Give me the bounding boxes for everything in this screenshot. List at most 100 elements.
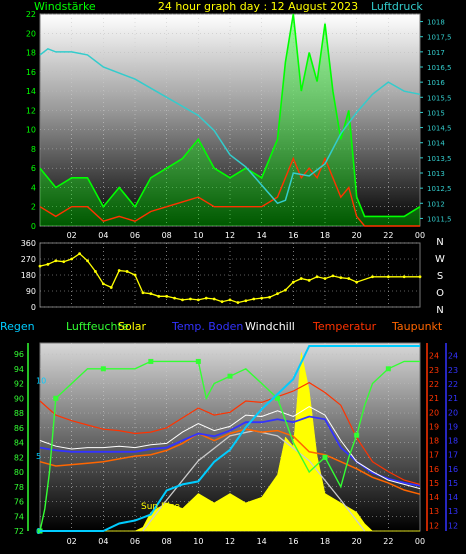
direction-point — [38, 264, 42, 268]
direction-point — [236, 301, 240, 304]
direction-tick-label: 360 — [21, 239, 36, 248]
pressure-tick-label: 1014,5 — [427, 125, 452, 133]
x-tick-label: 14 — [257, 537, 267, 546]
x-tick-label: 06 — [130, 537, 140, 546]
direction-point — [331, 274, 335, 278]
x-tick-label: 14 — [257, 231, 267, 240]
x-tick-label: 00 — [415, 537, 425, 546]
x-tick-label: 12 — [225, 231, 235, 240]
temperature-line — [39, 381, 421, 485]
wind-tick-label: 2 — [31, 203, 36, 212]
legend-windchill: Windchill — [245, 320, 295, 333]
temperature-tick-label: 15 — [429, 479, 439, 488]
wind-axis-title: Windstärke — [34, 0, 96, 13]
pressure-tick-label: 1015,5 — [427, 94, 452, 102]
direction-point — [244, 299, 248, 303]
wind-tick-label: 4 — [31, 183, 36, 192]
x-tick-label: 20 — [352, 537, 362, 546]
soil-temp-tick-label: 18 — [448, 437, 458, 446]
x-tick-label: 04 — [98, 537, 108, 546]
direction-point — [339, 276, 343, 280]
wind-pressure-series — [39, 13, 421, 227]
direction-tick-label: 90 — [26, 287, 36, 296]
legend-humidity: Luftfeuchte — [66, 320, 129, 333]
pressure-tick-label: 1012 — [427, 200, 445, 208]
x-tick-label: 08 — [162, 231, 172, 240]
pressure-tick-label: 1013,5 — [427, 155, 452, 163]
sun-rise-label: Sun Rise — [141, 502, 180, 512]
pressure-line — [39, 47, 421, 205]
humidity-tick-label: 90 — [14, 394, 24, 403]
direction-point — [371, 275, 374, 279]
humidity-marker — [322, 454, 328, 460]
x-tick-label: 00 — [415, 231, 425, 240]
direction-point — [125, 270, 129, 273]
temperature-tick-label: 18 — [429, 437, 439, 446]
direction-point — [181, 298, 184, 302]
wind-tick-label: 16 — [26, 68, 36, 77]
direction-point — [284, 288, 287, 292]
soil-temp-tick-label: 15 — [448, 479, 458, 488]
humidity-tick-label: 78 — [14, 483, 24, 492]
direction-tick-label: 270 — [21, 255, 36, 264]
soil-temp-tick-label: 12 — [448, 521, 458, 530]
direction-point — [268, 295, 271, 299]
direction-point — [315, 275, 319, 279]
wind-tick-label: 14 — [26, 87, 36, 96]
humidity-marker — [354, 432, 360, 438]
x-tick-label: 18 — [320, 231, 330, 240]
x-tick-label: 18 — [320, 537, 330, 546]
rain-tick-label: 10 — [36, 377, 46, 386]
soil-temp-tick-label: 23 — [448, 366, 458, 375]
humidity-marker — [53, 395, 59, 401]
direction-point — [62, 260, 66, 264]
temperature-tick-label: 19 — [429, 422, 439, 431]
temperature-tick-label: 20 — [429, 408, 439, 417]
direction-point — [260, 296, 264, 300]
direction-point — [323, 277, 327, 280]
temperature-tick-label: 17 — [429, 451, 439, 460]
direction-point — [86, 259, 89, 263]
direction-point — [204, 296, 208, 300]
humidity-marker — [195, 358, 201, 364]
x-tick-label: 22 — [383, 231, 393, 240]
direction-point — [220, 300, 224, 304]
humidity-tick-label: 72 — [14, 527, 24, 536]
wind-tick-label: 0 — [31, 222, 36, 231]
pressure-tick-label: 1016 — [427, 79, 445, 87]
direction-point — [109, 286, 113, 289]
humidity-marker — [275, 395, 280, 401]
direction-series — [38, 252, 422, 304]
wind-tick-label: 8 — [31, 145, 36, 154]
humidity-line — [39, 360, 420, 532]
direction-point — [94, 270, 97, 273]
direction-point — [276, 292, 279, 296]
humidity-tick-label: 92 — [14, 380, 24, 389]
humidity-tick-label: 94 — [14, 365, 24, 374]
humidity-marker — [148, 358, 154, 364]
temperature-tick-label: 12 — [429, 521, 439, 530]
pressure-tick-label: 1011,5 — [427, 215, 452, 223]
direction-point — [402, 275, 406, 279]
pressure-tick-label: 1016,5 — [427, 64, 452, 72]
x-tick-label: 02 — [67, 537, 77, 546]
wind-gust-area — [40, 14, 420, 226]
pressure-tick-label: 1017,5 — [427, 34, 452, 42]
rain-tick-label: 0 — [36, 527, 41, 536]
direction-point — [101, 282, 105, 286]
direction-point — [117, 269, 121, 272]
x-tick-label: 06 — [130, 231, 140, 240]
humidity-tick-label: 84 — [14, 439, 24, 448]
humidity-marker — [227, 373, 233, 379]
direction-point — [46, 262, 50, 266]
temperature-tick-label: 14 — [429, 493, 439, 502]
direction-point — [141, 291, 145, 295]
direction-point — [165, 294, 169, 298]
temperature-tick-label: 23 — [429, 366, 439, 375]
direction-point — [70, 257, 74, 261]
compass-label: S — [437, 271, 443, 282]
wind-gust-line — [39, 13, 421, 218]
humidity-tick-label: 82 — [14, 453, 24, 462]
x-tick-label: 20 — [352, 231, 362, 240]
x-tick-label: 22 — [383, 537, 393, 546]
